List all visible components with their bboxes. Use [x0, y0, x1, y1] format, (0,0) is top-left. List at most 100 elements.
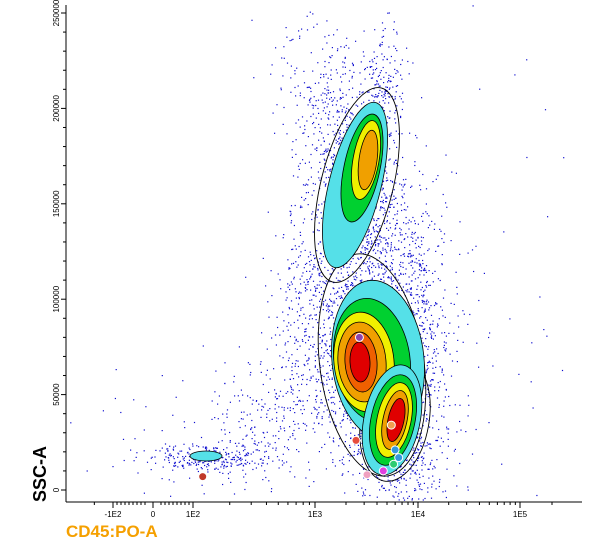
event-dot	[315, 295, 317, 297]
event-dot	[462, 341, 464, 343]
event-dot	[425, 301, 427, 303]
event-dot	[199, 461, 201, 463]
event-dot	[440, 230, 442, 232]
event-dot	[313, 26, 315, 28]
event-dot	[425, 346, 427, 348]
event-dot	[164, 459, 166, 461]
event-dot	[292, 433, 294, 435]
event-dot	[430, 336, 432, 338]
event-dot	[295, 139, 297, 141]
event-dot	[287, 283, 289, 285]
event-dot	[422, 331, 424, 333]
event-dot	[409, 244, 411, 246]
event-dot	[337, 279, 339, 281]
x-tick-label: 1E4	[411, 510, 426, 519]
event-dot	[283, 106, 285, 109]
event-dot	[346, 37, 348, 39]
event-dot	[177, 466, 179, 468]
event-dot	[389, 265, 391, 267]
event-dot	[458, 326, 460, 328]
event-dot	[316, 395, 318, 397]
event-dot	[249, 413, 251, 415]
event-dot	[298, 30, 300, 32]
event-dot	[320, 402, 322, 404]
event-dot	[307, 281, 309, 283]
event-dot	[469, 313, 471, 316]
event-dot	[175, 396, 177, 398]
event-dot	[283, 46, 285, 48]
event-dot	[292, 408, 294, 410]
event-dot	[377, 274, 379, 276]
event-dot	[323, 74, 325, 76]
event-dot	[217, 403, 219, 405]
event-dot	[443, 233, 446, 235]
event-dot	[385, 265, 387, 267]
event-dot	[241, 445, 243, 447]
event-dot	[379, 228, 381, 230]
event-dot	[331, 55, 333, 57]
event-dot	[345, 286, 347, 288]
event-dot	[376, 83, 378, 85]
event-dot	[294, 70, 296, 72]
event-dot	[381, 95, 383, 97]
event-dot	[318, 379, 320, 381]
event-dot	[332, 130, 334, 133]
event-dot	[325, 305, 327, 307]
event-dot	[344, 112, 346, 114]
event-dot	[323, 355, 325, 357]
event-dot	[334, 123, 336, 125]
event-dot	[162, 466, 164, 468]
event-dot	[423, 311, 425, 313]
event-dot	[168, 454, 170, 456]
event-dot	[301, 116, 304, 118]
event-dot	[312, 182, 314, 185]
event-dot	[420, 325, 422, 327]
event-dot	[362, 448, 364, 450]
event-dot	[453, 450, 455, 452]
event-dot	[319, 127, 321, 129]
event-dot	[366, 238, 368, 240]
event-dot	[426, 369, 428, 371]
event-dot	[319, 280, 321, 283]
event-dot	[337, 48, 339, 50]
event-dot	[282, 395, 284, 397]
event-dot	[561, 369, 564, 372]
event-dot	[332, 163, 334, 165]
event-dot	[327, 318, 329, 320]
event-dot	[358, 448, 360, 450]
event-dot	[312, 294, 314, 296]
event-dot	[340, 97, 342, 99]
event-dot	[343, 106, 345, 108]
event-dot	[410, 292, 412, 294]
event-dot	[400, 63, 402, 66]
event-dot	[312, 280, 315, 282]
event-dot	[394, 228, 396, 230]
event-dot	[190, 464, 192, 466]
event-dot	[414, 223, 416, 225]
event-dot	[298, 298, 300, 300]
event-dot	[381, 36, 383, 38]
event-dot	[233, 493, 236, 495]
event-dot	[309, 270, 311, 272]
event-dot	[285, 392, 287, 394]
event-dot	[417, 481, 419, 484]
event-dot	[200, 436, 203, 439]
event-dot	[363, 262, 365, 264]
event-dot	[305, 429, 307, 431]
event-dot	[400, 98, 402, 100]
event-dot	[281, 464, 284, 466]
event-dot	[413, 297, 415, 299]
event-dot	[444, 490, 447, 492]
event-dot	[385, 72, 387, 74]
event-dot	[415, 464, 417, 466]
event-dot	[442, 297, 445, 299]
event-dot	[334, 155, 336, 157]
event-dot	[309, 11, 311, 13]
event-dot	[394, 273, 396, 275]
event-dot	[416, 452, 418, 454]
event-dot	[183, 467, 185, 469]
event-dot	[425, 317, 427, 319]
event-dot	[155, 462, 157, 464]
event-dot	[161, 478, 163, 480]
event-dot	[313, 133, 315, 135]
